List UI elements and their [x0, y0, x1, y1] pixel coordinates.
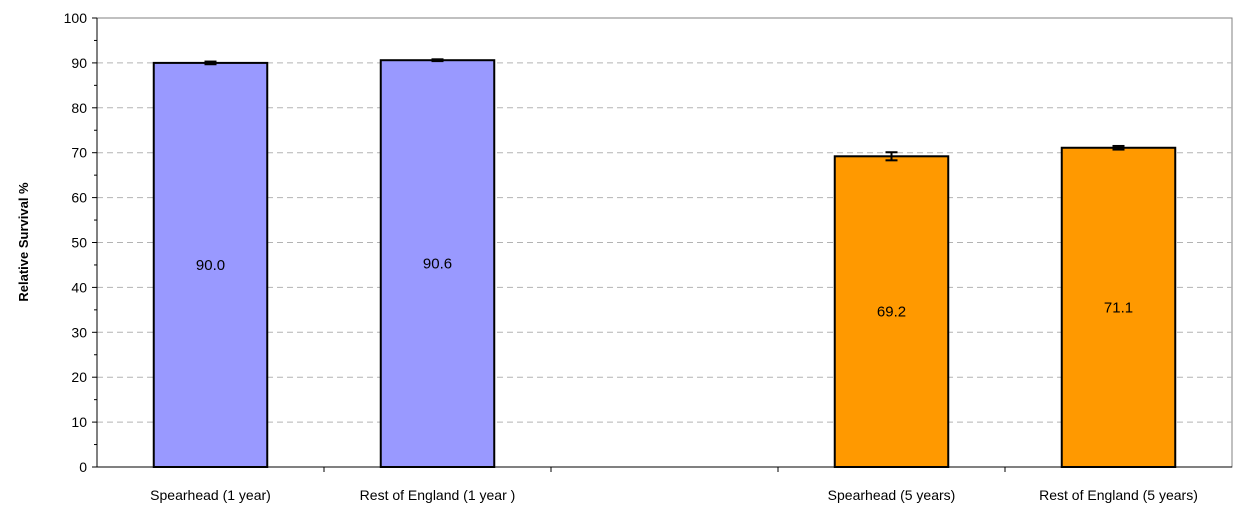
- y-tick-label: 0: [79, 459, 87, 475]
- y-tick-label: 50: [71, 235, 87, 251]
- data-label: 90.0: [196, 257, 225, 274]
- y-tick-label: 100: [64, 10, 88, 26]
- y-tick-label: 20: [71, 369, 87, 385]
- y-tick-label: 90: [71, 55, 87, 71]
- x-tick-label: Rest of England (5 years): [1039, 487, 1198, 503]
- y-axis-title: Relative Survival %: [16, 182, 31, 302]
- y-tick-label: 60: [71, 190, 87, 206]
- x-tick-label: Spearhead (5 years): [828, 487, 956, 503]
- y-tick-label: 80: [71, 100, 87, 116]
- y-tick-label: 30: [71, 324, 87, 340]
- data-label: 71.1: [1104, 299, 1133, 316]
- y-tick-label: 70: [71, 145, 87, 161]
- y-tick-label: 40: [71, 279, 87, 295]
- data-label: 69.2: [877, 304, 906, 321]
- x-tick-label: Spearhead (1 year): [150, 487, 271, 503]
- data-label: 90.6: [423, 256, 452, 273]
- x-tick-label: Rest of England (1 year ): [360, 487, 516, 503]
- y-tick-label: 10: [71, 414, 87, 430]
